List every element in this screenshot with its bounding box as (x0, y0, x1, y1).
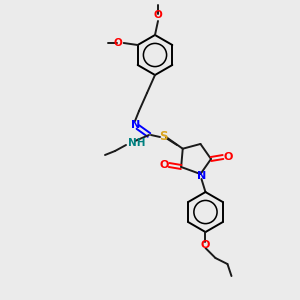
Text: NH: NH (128, 138, 146, 148)
Text: O: O (223, 152, 233, 162)
Text: O: O (154, 10, 162, 20)
Text: N: N (131, 120, 141, 130)
Text: N: N (197, 171, 206, 181)
Text: S: S (159, 130, 167, 143)
Text: O: O (201, 240, 210, 250)
Text: O: O (113, 38, 122, 48)
Text: O: O (160, 160, 169, 170)
